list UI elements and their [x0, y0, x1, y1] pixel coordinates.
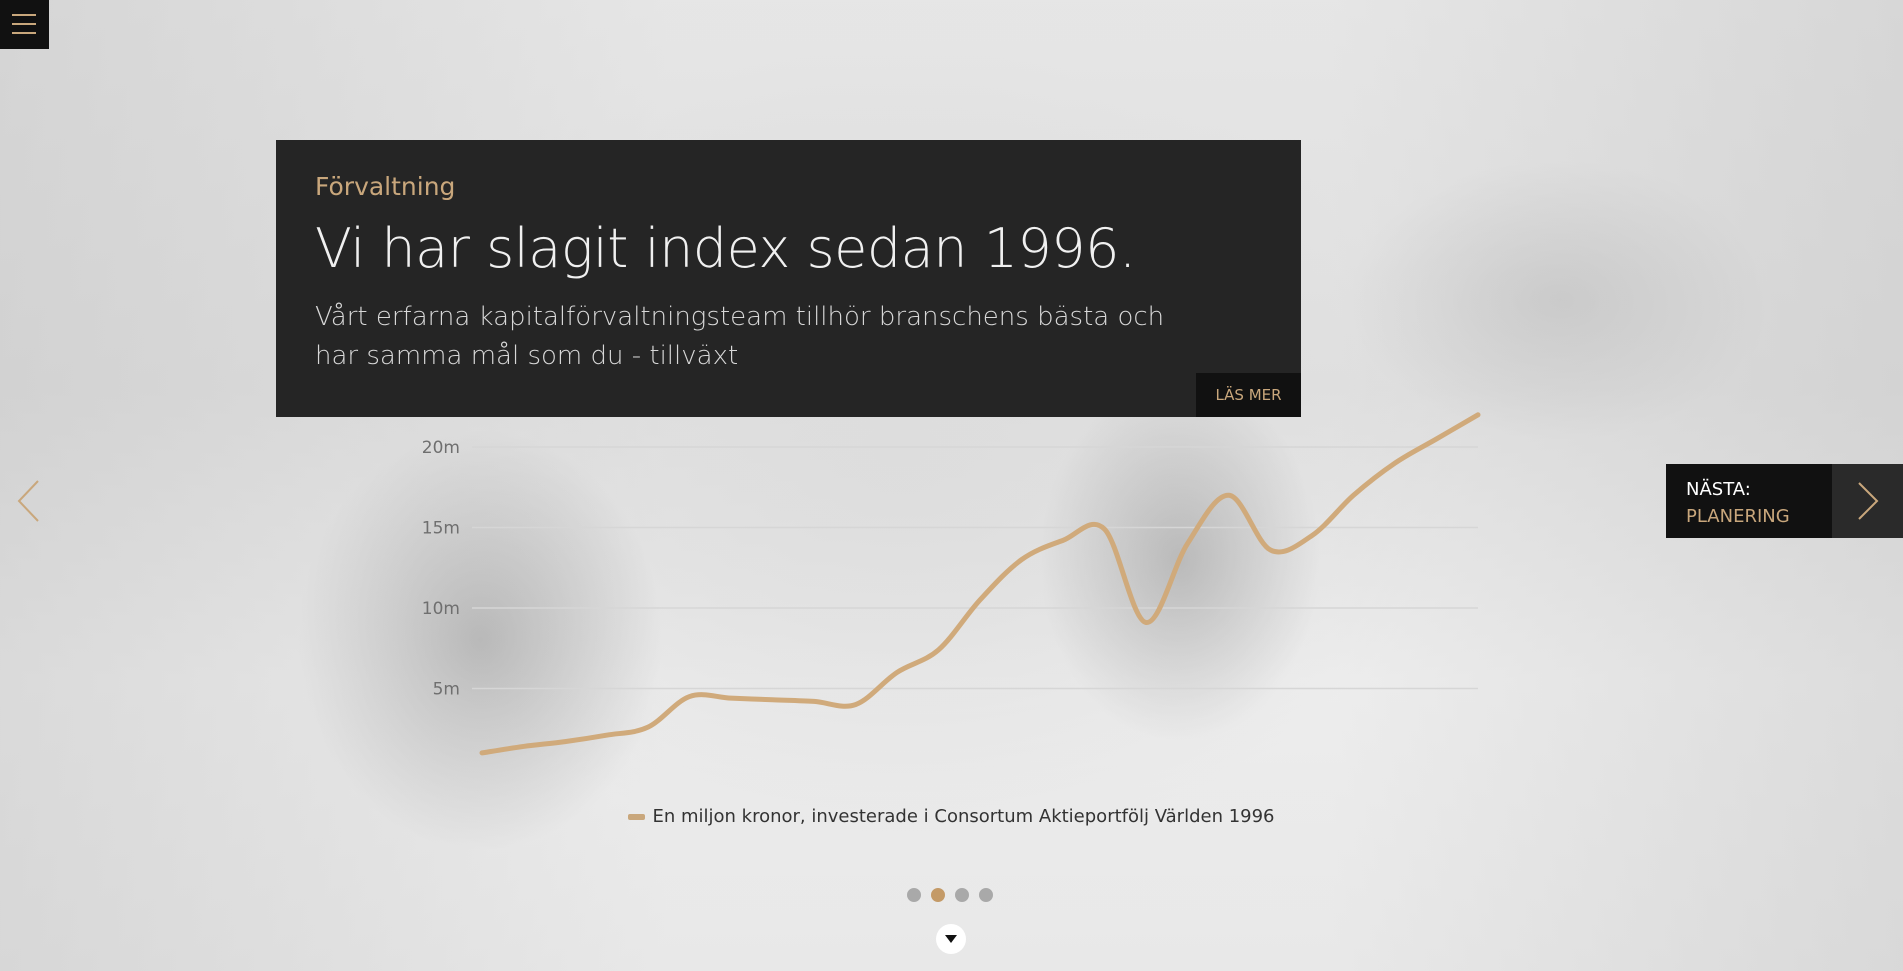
hamburger-icon-line — [12, 23, 36, 25]
pagination-dot[interactable] — [955, 888, 969, 902]
scroll-down-button[interactable] — [936, 924, 966, 954]
hero-body: Vårt erfarna kapitalförvaltningsteam til… — [315, 301, 1165, 371]
menu-button[interactable] — [0, 0, 49, 49]
read-more-button[interactable]: LÄS MER — [1196, 373, 1301, 417]
hero-headline: Vi har slagit index sedan 1996. — [315, 217, 1136, 280]
pagination-dot[interactable] — [979, 888, 993, 902]
next-target: PLANERING — [1686, 506, 1790, 527]
hamburger-icon-line — [12, 32, 36, 34]
legend-label: En miljon kronor, investerade i Consortu… — [652, 806, 1275, 827]
chart-legend: En miljon kronor, investerade i Consortu… — [0, 806, 1903, 827]
next-slide-button[interactable]: NÄSTA: PLANERING — [1666, 464, 1903, 538]
chevron-left-icon — [17, 480, 39, 522]
caret-down-icon — [945, 935, 957, 943]
pagination-dot[interactable] — [931, 888, 945, 902]
previous-slide-button[interactable] — [14, 478, 44, 524]
hamburger-icon — [12, 14, 36, 16]
hero-panel: Förvaltning Vi har slagit index sedan 19… — [276, 140, 1301, 417]
hero-eyebrow: Förvaltning — [315, 172, 456, 201]
pagination-dot[interactable] — [907, 888, 921, 902]
next-label: NÄSTA: — [1686, 479, 1751, 500]
next-slide-text: NÄSTA: PLANERING — [1666, 464, 1832, 538]
next-arrow-box — [1832, 464, 1903, 538]
legend-swatch — [628, 814, 646, 820]
slide-pagination — [907, 888, 993, 902]
chevron-right-icon — [1857, 482, 1878, 520]
